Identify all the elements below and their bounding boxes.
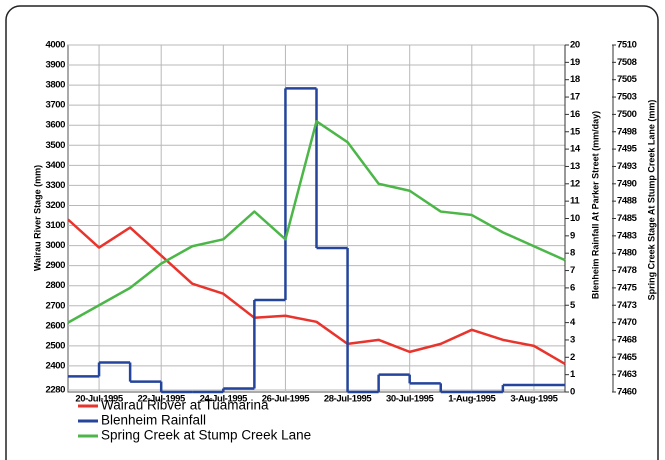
- y3-tick-label: 7480: [617, 248, 637, 259]
- y3-tick-label: 7500: [617, 109, 637, 120]
- y-tick-label: 3300: [45, 180, 65, 191]
- y3-tick-label: 7483: [617, 230, 637, 241]
- y-tick-label: 2900: [45, 260, 65, 271]
- y-tick-label: 3200: [45, 200, 65, 211]
- y3-tick-label: 7465: [617, 352, 638, 363]
- y3-tick-label: 7510: [617, 40, 637, 51]
- y2-tick-label: 16: [570, 109, 580, 120]
- y2-tick-label: 19: [570, 57, 580, 68]
- legend-label: Blenheim Rainfall: [101, 413, 206, 428]
- legend-label: Wairau Ribver at Tuamarina: [101, 398, 269, 413]
- y3-tick-label: 7463: [617, 369, 637, 380]
- y-tick-label: 3700: [45, 100, 65, 111]
- y2-tick-label: 18: [570, 74, 580, 85]
- y3-tick-label: 7503: [617, 92, 637, 103]
- y2-tick-label: 9: [570, 230, 575, 241]
- y2-tick-label: 13: [570, 161, 580, 172]
- y-tick-label: 2280: [45, 385, 65, 396]
- y-tick-label: 2400: [45, 360, 65, 371]
- y-tick-label: 3000: [45, 240, 65, 251]
- y2-tick-label: 0: [570, 387, 575, 398]
- y3-tick-label: 7478: [617, 265, 637, 276]
- y3-tick-label: 7473: [617, 300, 637, 311]
- line: [67, 218, 566, 365]
- y-tick-label: 4000: [45, 40, 65, 51]
- y3-tick-label: 7508: [617, 57, 637, 68]
- x-tick-label: 20-Jul-1995: [75, 394, 123, 405]
- y-tick-label: 2700: [45, 300, 65, 311]
- y-tick-label: 3400: [45, 160, 65, 171]
- y2-tick-label: 20: [570, 40, 580, 51]
- x-tick-label: 24-Jul-1995: [200, 394, 248, 405]
- y2-tick-label: 12: [570, 178, 580, 189]
- y3-tick-label: 7470: [617, 317, 637, 328]
- y-tick-label: 3100: [45, 220, 65, 231]
- y2-tick-label: 14: [570, 144, 581, 155]
- y3-tick-label: 7475: [617, 282, 638, 293]
- y2-tick-label: 1: [570, 369, 576, 380]
- y2-tick-label: 4: [570, 317, 576, 328]
- y-tick-label: 3500: [45, 140, 65, 151]
- legend-label: Spring Creek at Stump Creek Lane: [101, 428, 311, 443]
- y2-tick-label: 10: [570, 213, 580, 224]
- y3-tick-label: 7493: [617, 161, 637, 172]
- y-tick-label: 2500: [45, 340, 65, 351]
- y-tick-label: 3600: [45, 120, 65, 131]
- y2-tick-label: 5: [570, 300, 576, 311]
- y2-tick-label: 6: [570, 282, 575, 293]
- y2-tick-label: 11: [570, 196, 580, 207]
- y3-tick-label: 7495: [617, 144, 638, 155]
- y2-tick-label: 17: [570, 92, 580, 103]
- y3-tick-label: 7498: [617, 126, 637, 137]
- x-tick-label: 26-Jul-1995: [262, 394, 310, 405]
- y2-tick-label: 15: [570, 126, 581, 137]
- y-axis-title: Wairau River Stage (mm): [32, 165, 42, 271]
- y-tick-label: 3900: [45, 60, 65, 71]
- y3-tick-label: 7488: [617, 196, 637, 207]
- x-tick-label: 30-Jul-1995: [386, 394, 434, 405]
- y2-tick-label: 3: [570, 334, 575, 345]
- y3-tick-label: 7485: [617, 213, 638, 224]
- y-tick-label: 2600: [45, 320, 65, 331]
- y-tick-label: 3800: [45, 80, 65, 91]
- y3-tick-label: 7505: [617, 74, 638, 85]
- x-tick-label: 1-Aug-1995: [448, 394, 496, 405]
- y3-tick-label: 7468: [617, 334, 637, 345]
- x-tick-label: 28-Jul-1995: [324, 394, 372, 405]
- line: [67, 120, 566, 324]
- y3-tick-label: 7490: [617, 178, 637, 189]
- y3-tick-label: 7460: [617, 387, 637, 398]
- y2-axis-title: Blenheim Rainfall At Parker Street (mm/d…: [590, 111, 600, 299]
- x-tick-label: 22-Jul-1995: [138, 394, 186, 405]
- y2-tick-label: 8: [570, 248, 575, 259]
- y-tick-label: 2800: [45, 280, 65, 291]
- y3-axis-title: Spring Creek Stage At Stump Creek Lane (…: [646, 100, 656, 301]
- y2-tick-label: 7: [570, 265, 575, 276]
- x-tick-label: 3-Aug-1995: [510, 394, 558, 405]
- y2-tick-label: 2: [570, 352, 575, 363]
